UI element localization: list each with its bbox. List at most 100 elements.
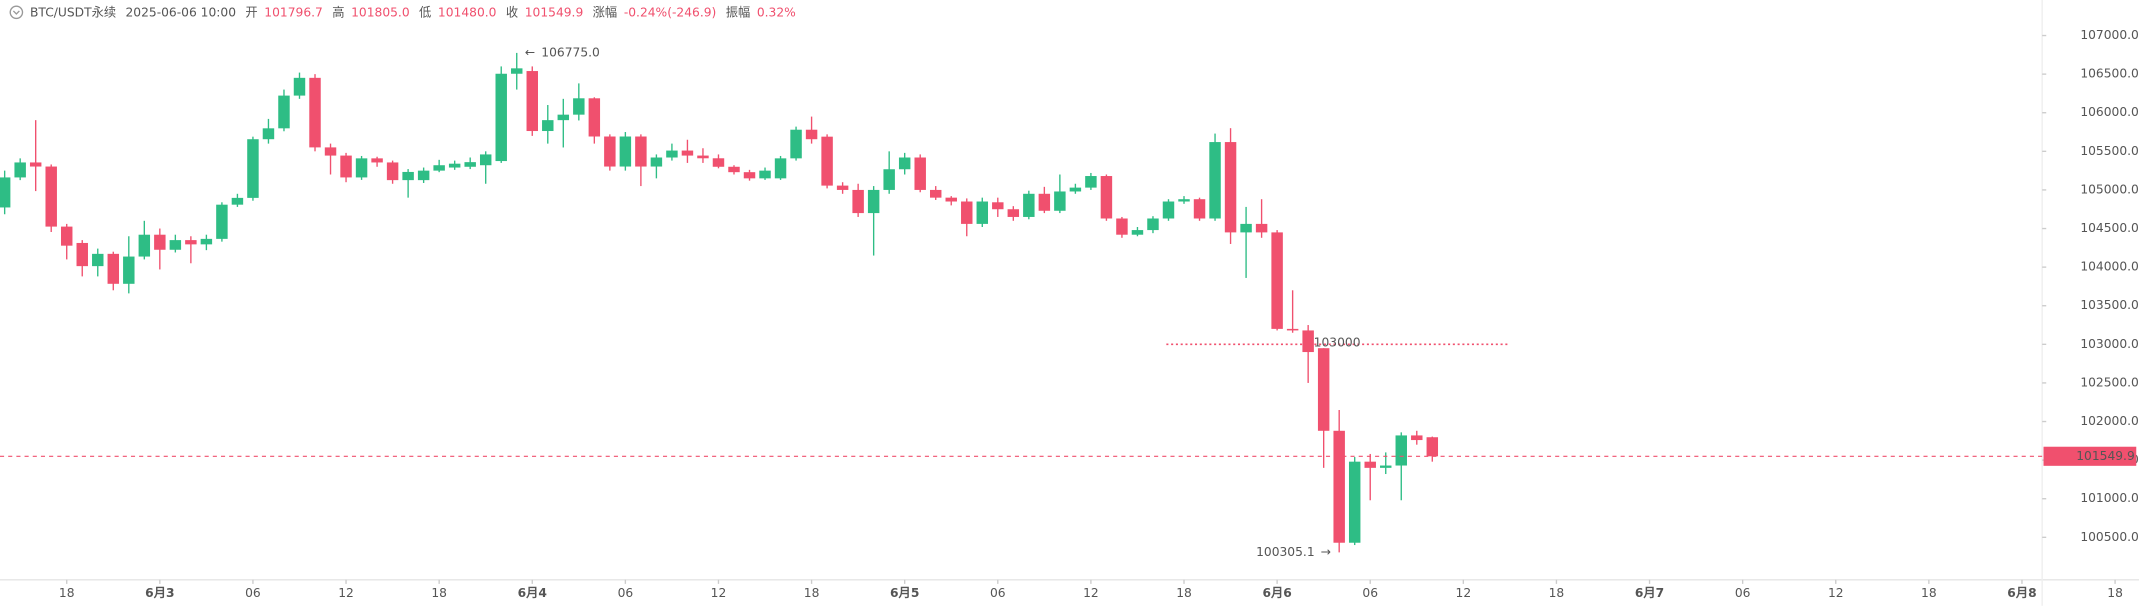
candle-body (355, 158, 368, 178)
x-tick-label: 6月8 (2007, 586, 2036, 600)
candle-body (588, 98, 601, 137)
alert-label: 103000 (1314, 335, 1361, 349)
candle-body (45, 166, 57, 227)
candle-body (169, 240, 182, 250)
x-tick-label: 12 (1456, 586, 1472, 600)
value: 101796.7 (264, 5, 323, 19)
x-tick-label: 6月5 (890, 586, 919, 600)
candle-body (1271, 232, 1283, 329)
y-tick-label: 102000.0 (2080, 414, 2139, 428)
x-tick-label: 18 (431, 586, 447, 600)
candle-body (511, 68, 523, 74)
x-tick-label: 18 (2107, 586, 2123, 600)
candle-body (1116, 218, 1128, 235)
candle-body (1085, 176, 1097, 188)
candle-body (1333, 430, 1345, 543)
candle-body (1023, 193, 1035, 217)
candle-body (573, 98, 585, 115)
candle-body (650, 157, 663, 167)
candle-body (666, 150, 678, 158)
candle-body (805, 129, 818, 140)
candle-body (107, 253, 120, 284)
candle-body (1380, 465, 1392, 468)
candle-body (635, 136, 647, 167)
candle-body (278, 95, 290, 129)
candle-body (448, 163, 461, 168)
candle-body (262, 128, 275, 140)
y-tick-label: 107000.0 (2080, 28, 2139, 42)
candle-body (154, 234, 166, 250)
candle-body (604, 136, 616, 167)
candle-body (1348, 461, 1361, 543)
candle-body (1147, 218, 1159, 231)
min-label: 100305.1 (1256, 545, 1315, 559)
candle-body (1178, 199, 1190, 202)
y-tick-label: 104000.0 (2080, 260, 2139, 274)
candle-body (821, 136, 833, 186)
candle-body (1209, 142, 1221, 219)
y-tick-label: 101000.0 (2080, 491, 2139, 505)
candle-body (76, 242, 88, 267)
x-tick-label: 12 (1828, 586, 1844, 600)
y-tick-label: 106500.0 (2080, 67, 2139, 81)
candle-body (200, 238, 213, 245)
x-tick-label: 06 (245, 586, 261, 600)
candle-body (495, 73, 507, 162)
candle-body (743, 172, 756, 179)
x-tick-label: 06 (1735, 586, 1751, 600)
value: 101480.0 (438, 5, 497, 19)
candle-body (1240, 223, 1252, 233)
candle-body (14, 162, 26, 178)
label: 高 (332, 4, 344, 19)
x-tick-label: 6月7 (1635, 586, 1664, 600)
candle-body (1364, 461, 1376, 468)
candle-body (247, 139, 259, 198)
x-tick-label: 12 (711, 586, 727, 600)
collapse-icon[interactable] (9, 5, 24, 20)
label: 低 (419, 5, 431, 19)
candle-body (1038, 193, 1051, 211)
candle-body (1069, 187, 1082, 192)
value: 0.32% (757, 5, 796, 19)
value: -0.24%(-246.9) (624, 5, 717, 19)
candle-body (371, 158, 383, 163)
value: 101549.9 (525, 5, 584, 19)
x-tick-label: 12 (1083, 586, 1099, 600)
candle-body (883, 169, 895, 190)
candle-body (929, 189, 942, 198)
candle-body (867, 189, 880, 214)
candle-body (557, 114, 570, 121)
candle-body (681, 150, 694, 156)
y-tick-label: 102500.0 (2080, 375, 2139, 389)
label: 振幅 (726, 4, 751, 19)
candle-body (1224, 142, 1237, 233)
candle-body (976, 201, 989, 224)
candle-body (1426, 437, 1439, 457)
candle-body (1395, 435, 1407, 466)
header: BTC/USDT永续 2025-06-06 10:00 开 101796.7 高… (30, 4, 796, 19)
candle-body (1007, 209, 1020, 217)
candle-body (1193, 199, 1206, 219)
candle-body (402, 171, 414, 181)
symbol: BTC/USDT永续 (30, 5, 116, 19)
candle-body (1317, 348, 1330, 431)
candle-body (898, 157, 911, 170)
candle-body (945, 197, 957, 202)
candle-body (992, 202, 1004, 210)
x-tick-label: 18 (1549, 586, 1565, 600)
label: 收 (506, 5, 518, 19)
candle-body (914, 157, 926, 190)
candle-body (712, 158, 725, 167)
y-tick-label: 103000.0 (2080, 337, 2139, 351)
last-price-label: 101549.9 (2076, 449, 2135, 463)
candle-body (293, 77, 306, 96)
candle-body (324, 147, 337, 156)
candle-body (340, 155, 352, 178)
max-label: 106775.0 (541, 45, 600, 59)
y-tick-label: 105000.0 (2080, 182, 2139, 196)
x-tick-label: 06 (1362, 586, 1378, 600)
candle-body (790, 129, 802, 159)
candle-body (542, 120, 554, 132)
candle-body (774, 158, 787, 179)
last-price-box (2043, 446, 2137, 466)
